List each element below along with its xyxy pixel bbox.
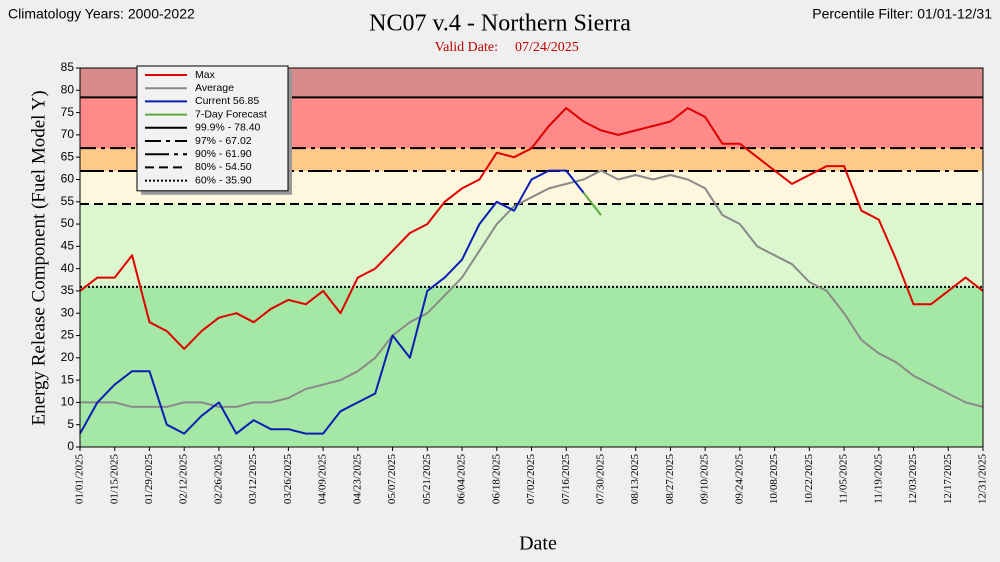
y-tick-label: 80 bbox=[61, 82, 75, 96]
y-tick-label: 85 bbox=[61, 60, 75, 74]
y-tick-label: 60 bbox=[61, 172, 75, 186]
x-tick-label: 07/30/2025 bbox=[594, 454, 606, 505]
y-tick-label: 20 bbox=[61, 350, 75, 364]
plot-frame bbox=[79, 67, 984, 448]
x-tick-label: 12/17/2025 bbox=[942, 454, 954, 505]
y-tick-label: 75 bbox=[61, 105, 75, 119]
x-tick-label: 12/31/2025 bbox=[977, 454, 989, 505]
y-tick-label: 40 bbox=[61, 261, 75, 275]
legend-label: 97% - 67.02 bbox=[195, 135, 252, 147]
legend-label: 60% - 35.90 bbox=[195, 174, 252, 186]
climatology-note: Climatology Years: 2000-2022 bbox=[8, 6, 195, 22]
valid-date: 07/24/2025 bbox=[515, 40, 579, 55]
chart-title: NC07 v.4 - Northern Sierra bbox=[369, 11, 631, 37]
x-tick-label: 06/18/2025 bbox=[490, 454, 502, 505]
threshold-band bbox=[80, 286, 983, 447]
y-tick-label: 65 bbox=[61, 149, 75, 163]
x-tick-label: 02/26/2025 bbox=[212, 454, 224, 505]
y-tick-label: 15 bbox=[61, 372, 75, 386]
x-axis-label: Date bbox=[519, 533, 557, 555]
series-line bbox=[79, 169, 585, 435]
filter-note: Percentile Filter: 01/01-12/31 bbox=[812, 6, 992, 22]
x-tick-label: 01/29/2025 bbox=[143, 454, 155, 505]
y-tick-label: 0 bbox=[67, 439, 74, 453]
y-tick-label: 70 bbox=[61, 127, 75, 141]
x-tick-label: 07/16/2025 bbox=[560, 454, 572, 505]
x-tick-label: 05/21/2025 bbox=[421, 454, 433, 505]
legend-label: 7-Day Forecast bbox=[195, 108, 267, 120]
y-tick-label: 45 bbox=[61, 239, 75, 253]
y-tick-label: 55 bbox=[61, 194, 75, 208]
threshold-band bbox=[80, 203, 983, 287]
y-axis-label: Energy Release Component (Fuel Model Y) bbox=[28, 90, 49, 425]
y-tick-label: 50 bbox=[61, 216, 75, 230]
x-tick-label: 10/22/2025 bbox=[803, 454, 815, 505]
legend-label: 80% - 54.50 bbox=[195, 161, 252, 173]
x-tick-label: 03/26/2025 bbox=[282, 454, 294, 505]
x-tick-label: 11/19/2025 bbox=[872, 454, 884, 504]
x-tick-label: 06/04/2025 bbox=[456, 454, 468, 505]
series-line bbox=[79, 107, 984, 350]
x-tick-label: 08/13/2025 bbox=[629, 454, 641, 505]
x-tick-label: 11/05/2025 bbox=[838, 454, 850, 504]
x-tick-label: 04/23/2025 bbox=[351, 454, 363, 505]
y-tick-label: 10 bbox=[61, 395, 75, 409]
legend-box bbox=[136, 65, 289, 192]
x-tick-label: 07/02/2025 bbox=[525, 454, 537, 505]
series-line bbox=[80, 169, 984, 408]
legend-label: 99.9% - 78.40 bbox=[195, 122, 261, 134]
legend-label: Average bbox=[195, 82, 234, 94]
x-tick-label: 09/24/2025 bbox=[733, 454, 745, 505]
legend-label: 90% - 61.90 bbox=[195, 148, 252, 160]
x-tick-label: 12/03/2025 bbox=[907, 454, 919, 505]
x-tick-label: 09/10/2025 bbox=[699, 454, 711, 505]
x-tick-label: 08/27/2025 bbox=[664, 454, 676, 505]
series-line bbox=[582, 192, 602, 216]
x-tick-label: 02/12/2025 bbox=[178, 454, 190, 505]
y-tick-label: 30 bbox=[61, 305, 75, 319]
x-tick-label: 10/08/2025 bbox=[768, 454, 780, 505]
x-tick-label: 01/01/2025 bbox=[74, 454, 86, 505]
y-tick-label: 35 bbox=[61, 283, 75, 297]
x-tick-label: 04/09/2025 bbox=[317, 454, 329, 505]
x-tick-label: 01/15/2025 bbox=[108, 454, 120, 505]
x-tick-label: 03/12/2025 bbox=[247, 454, 259, 505]
threshold-band bbox=[80, 148, 983, 171]
legend-label: Max bbox=[195, 69, 216, 81]
y-tick-label: 25 bbox=[61, 328, 75, 342]
legend-label: Current 56.85 bbox=[195, 95, 259, 107]
valid-date-label: Valid Date: bbox=[435, 40, 498, 55]
y-tick-label: 5 bbox=[67, 417, 74, 431]
x-tick-label: 05/07/2025 bbox=[386, 454, 398, 505]
